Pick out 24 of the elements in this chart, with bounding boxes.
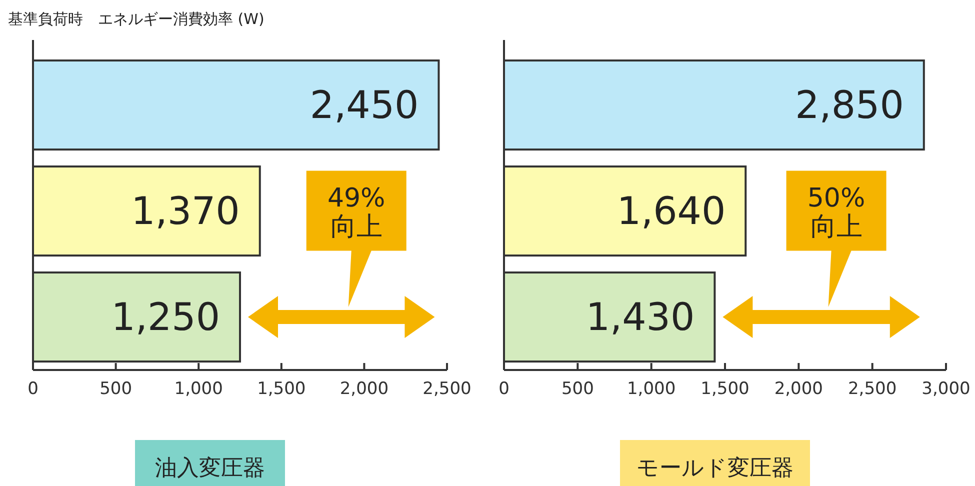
x-tick-label: 1,000 — [174, 379, 223, 399]
data-label: 1,640 — [616, 189, 726, 233]
x-tick-label: 2,000 — [340, 379, 389, 399]
data-label: 1,430 — [586, 295, 695, 339]
data-label: 2,450 — [310, 83, 419, 127]
data-label: 1,250 — [111, 295, 220, 339]
x-tick-label: 3,000 — [922, 379, 970, 399]
x-tick-label: 2,000 — [774, 379, 824, 399]
x-axis-title: 油入変圧器 — [155, 456, 265, 481]
x-tick-label: 2,500 — [848, 379, 897, 399]
data-label: 1,370 — [131, 189, 240, 233]
x-tick-label: 1,000 — [626, 379, 676, 399]
x-tick-label: 1,500 — [257, 379, 306, 399]
x-axis-title: モールド変圧器 — [636, 456, 794, 481]
annotation: 50% 向上 — [807, 183, 866, 242]
x-tick-label: 2,500 — [422, 379, 472, 399]
data-label: 2,850 — [795, 83, 904, 127]
x-tick-label: 500 — [100, 379, 132, 399]
chart-title: 基準負荷時 エネルギー消費効率 (W) — [8, 10, 264, 28]
x-tick-label: 0 — [28, 379, 38, 399]
x-tick-label: 1,500 — [700, 379, 750, 399]
x-tick-label: 0 — [498, 379, 510, 399]
annotation: 49% 向上 — [327, 183, 386, 242]
x-tick-label: 500 — [561, 379, 594, 399]
